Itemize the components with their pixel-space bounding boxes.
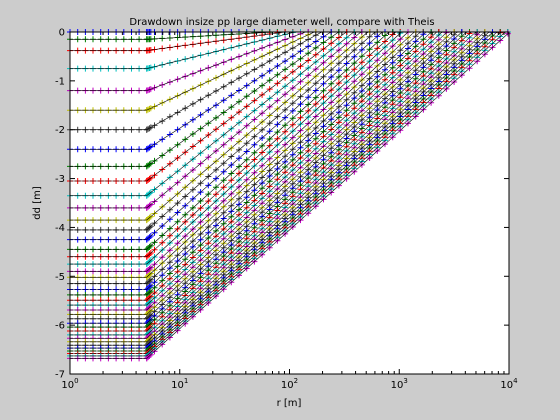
theis-line: [70, 31, 509, 343]
x-tick-label: 100: [61, 377, 78, 391]
theis-line: [70, 31, 509, 346]
theis-line: [70, 31, 509, 352]
axis-ticks: 100 101 102 103 104 -7 -6 -5 -4 -3 -2 -1 0: [55, 28, 518, 392]
x-tick-label: 104: [500, 377, 518, 391]
theis-line: [70, 31, 509, 357]
x-tick-label: 101: [171, 377, 188, 391]
y-tick-label: -6: [55, 321, 65, 332]
theis-line: [70, 31, 509, 332]
y-tick-label: 0: [59, 28, 65, 39]
x-axis-label: r [m]: [277, 398, 302, 409]
theis-line: [70, 31, 509, 328]
theis-line: [70, 31, 509, 324]
y-axis-label: dd [m]: [32, 186, 43, 220]
theis-line: [70, 31, 509, 320]
theis-line: [70, 32, 510, 359]
x-tick-label: 102: [281, 377, 298, 391]
x-tick-label: 103: [391, 377, 408, 391]
theis-line: [70, 31, 509, 349]
theis-line: [70, 31, 509, 336]
theis-line: [70, 31, 509, 339]
theis-line: [70, 31, 509, 315]
y-tick-label: -7: [55, 370, 65, 381]
y-tick-label: -4: [55, 223, 65, 234]
chart-title: Drawdown insize pp large diameter well, …: [129, 17, 434, 28]
theis-line: [70, 31, 509, 306]
y-tick-label: -3: [55, 174, 65, 185]
theis-line: [70, 31, 509, 311]
theis-line: [70, 31, 509, 354]
y-tick-label: -2: [55, 125, 65, 136]
y-tick-label: -5: [55, 272, 65, 283]
theis-line: [70, 31, 509, 301]
y-tick-label: -1: [55, 76, 65, 87]
